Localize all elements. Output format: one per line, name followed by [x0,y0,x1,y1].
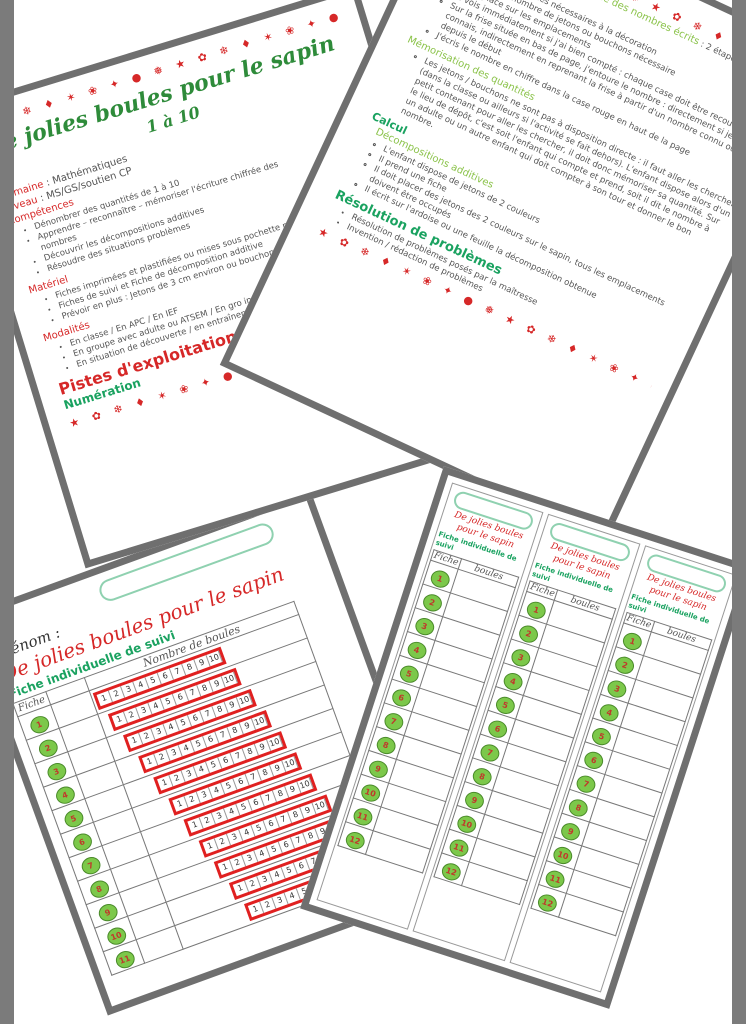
strip-number: 10 [236,692,254,709]
fiche-ball-badge: 12 [536,891,560,914]
strip-number: 10 [251,713,269,730]
strip-number: 10 [267,734,284,751]
strip-number: 10 [221,671,238,688]
strip-number: 10 [297,777,314,793]
sheet-suivi-colonnes: De jolies boules pour le sapin Fiche indi… [300,466,732,1009]
strip-number: 10 [206,650,223,667]
fiche-ball-badge: 12 [439,860,463,883]
collage: Prénom : De jolies boules pour le sapin … [14,0,732,1024]
strip-number: 10 [312,798,329,814]
fiche-ball-badge: 12 [343,828,367,852]
fiche-ball-badge: 11 [112,948,137,971]
strip-number: 10 [282,756,299,772]
